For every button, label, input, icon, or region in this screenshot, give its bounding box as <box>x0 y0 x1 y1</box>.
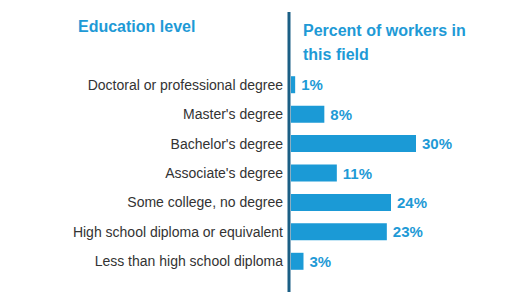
svg-text:11%: 11% <box>343 165 372 182</box>
svg-text:Some college, no degree: Some college, no degree <box>127 194 283 210</box>
svg-text:this field: this field <box>303 46 369 63</box>
svg-text:24%: 24% <box>397 194 427 211</box>
svg-text:Doctoral or professional degre: Doctoral or professional degree <box>88 77 284 93</box>
svg-text:Education level: Education level <box>78 18 195 35</box>
svg-text:Percent of workers in: Percent of workers in <box>303 22 470 39</box>
svg-text:3%: 3% <box>310 253 332 270</box>
svg-text:Less than high school diploma: Less than high school diploma <box>95 253 284 269</box>
svg-text:23%: 23% <box>393 223 423 240</box>
svg-text:8%: 8% <box>330 106 352 123</box>
svg-text:1%: 1% <box>301 76 323 93</box>
svg-text:High school diploma or equival: High school diploma or equivalent <box>73 224 283 240</box>
svg-text:30%: 30% <box>422 135 452 152</box>
svg-text:Master's degree: Master's degree <box>183 106 283 122</box>
svg-text:Associate's degree: Associate's degree <box>165 165 283 181</box>
svg-text:Bachelor's degree: Bachelor's degree <box>171 136 284 152</box>
